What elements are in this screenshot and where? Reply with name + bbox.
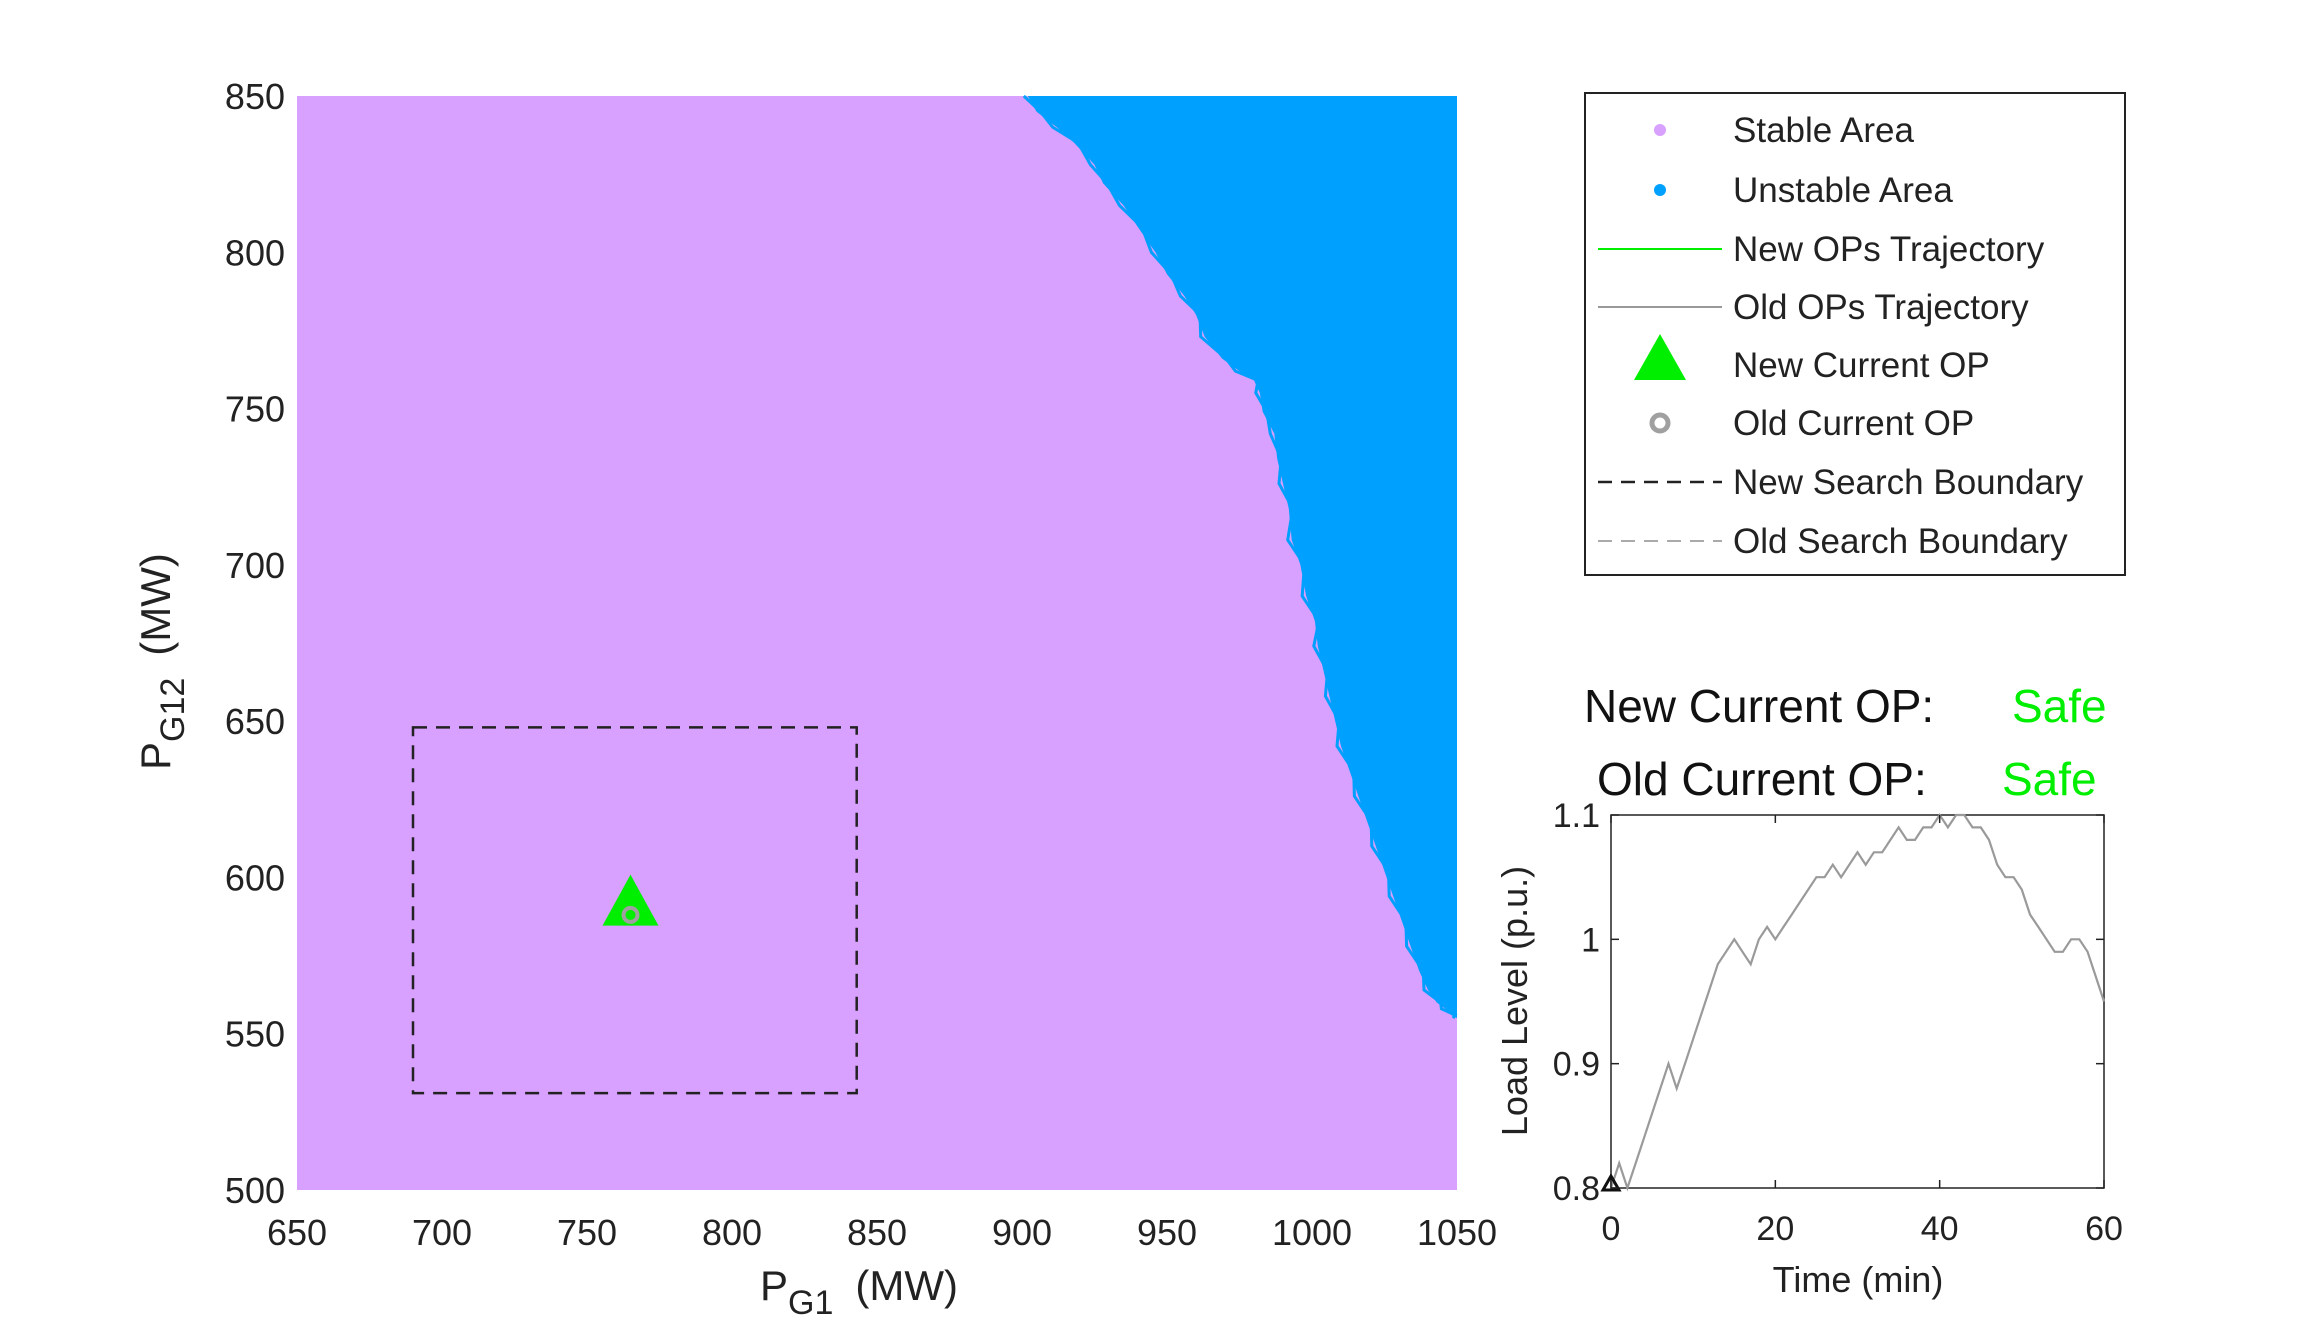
- status-panel: New Current OP: Safe Old Current OP: Saf…: [1584, 680, 2107, 805]
- y-tick-label: 600: [225, 857, 285, 898]
- old-op-status-value: Safe: [2002, 753, 2097, 805]
- legend-dot-blue-icon: [1654, 184, 1666, 196]
- x-tick-label: 700: [412, 1212, 472, 1253]
- x-axis-label: PG1 (MW): [760, 1262, 958, 1322]
- load-x-tick-label: 60: [2085, 1210, 2123, 1248]
- y-tick-label: 850: [225, 76, 285, 117]
- new-search-boundary: [411, 726, 858, 1095]
- load-x-tick-label: 40: [1921, 1210, 1959, 1248]
- legend-box: [1584, 92, 2126, 576]
- y-tick-label: 650: [225, 701, 285, 742]
- legend-label: Unstable Area: [1733, 171, 1953, 210]
- legend-label: Old Search Boundary: [1733, 522, 2068, 561]
- y-tick-label: 800: [225, 232, 285, 273]
- stability-boundary-edge: [1022, 94, 1458, 1019]
- y-tick-label: 500: [225, 1170, 285, 1211]
- legend-dot-purple-icon: [1654, 124, 1666, 136]
- load-x-axis-ticks: 0 20 40 60: [1602, 815, 2123, 1248]
- x-tick-label: 1050: [1417, 1212, 1497, 1253]
- legend-triangle-green-icon: [1634, 334, 1686, 380]
- legend-label: New Current OP: [1733, 346, 1990, 385]
- x-tick-label: 650: [267, 1212, 327, 1253]
- legend-label: New Search Boundary: [1733, 463, 2084, 502]
- y-tick-label: 750: [225, 389, 285, 430]
- legend-label: Stable Area: [1733, 111, 1914, 150]
- x-axis-ticks: 650 700 750 800 850 900 950 1000 1050: [267, 1212, 1497, 1253]
- y-tick-label: 550: [225, 1014, 285, 1055]
- x-tick-label: 1000: [1272, 1212, 1352, 1253]
- new-op-status-value: Safe: [2012, 680, 2107, 732]
- new-current-op-marker: [602, 874, 659, 926]
- y-axis-label: PG12(MW): [132, 553, 192, 770]
- x-tick-label: 950: [1137, 1212, 1197, 1253]
- x-tick-label: 850: [847, 1212, 907, 1253]
- y-tick-label: 700: [225, 545, 285, 586]
- legend-circle-gray-icon: [1649, 412, 1671, 434]
- load-plot-area: [1610, 814, 2105, 1189]
- legend-label: Old OPs Trajectory: [1733, 288, 2029, 327]
- load-y-axis-ticks: 0.8 0.9 1 1.1: [1553, 797, 2104, 1208]
- x-tick-label: 750: [557, 1212, 617, 1253]
- old-current-op-marker: [621, 905, 640, 924]
- legend: Stable Area Unstable Area New OPs Trajec…: [1584, 92, 2126, 576]
- x-tick-label: 800: [702, 1212, 762, 1253]
- unstable-area-region: [1027, 96, 1457, 1019]
- load-x-axis-label: Time (min): [1773, 1259, 1944, 1300]
- load-y-axis-label: Load Level (p.u.): [1494, 866, 1535, 1136]
- legend-label: New OPs Trajectory: [1733, 230, 2045, 269]
- load-y-tick-label: 1.1: [1553, 797, 1600, 835]
- y-axis-ticks: 500 550 600 650 700 750 800 850: [225, 76, 285, 1211]
- load-x-tick-label: 20: [1756, 1210, 1794, 1248]
- load-level-chart: 0 20 40 60 0.8 0.9 1 1.1 Time (min) Load Level…: [1494, 797, 2123, 1300]
- x-tick-label: 900: [992, 1212, 1052, 1253]
- load-start-marker: [1600, 1172, 1622, 1192]
- new-op-status-label: New Current OP:: [1584, 680, 1934, 732]
- old-op-status-label: Old Current OP:: [1597, 753, 1927, 805]
- load-y-tick-label: 0.9: [1553, 1046, 1600, 1084]
- load-y-tick-label: 0.8: [1553, 1170, 1600, 1208]
- load-series-line: [1609, 813, 2106, 1192]
- load-x-tick-label: 0: [1602, 1210, 1621, 1248]
- stability-map-chart: 650 700 750 800 850 900 950 1000 1050 500 550 600 6…: [132, 76, 1497, 1322]
- load-y-tick-label: 1: [1581, 921, 1600, 959]
- legend-label: Old Current OP: [1733, 404, 1974, 443]
